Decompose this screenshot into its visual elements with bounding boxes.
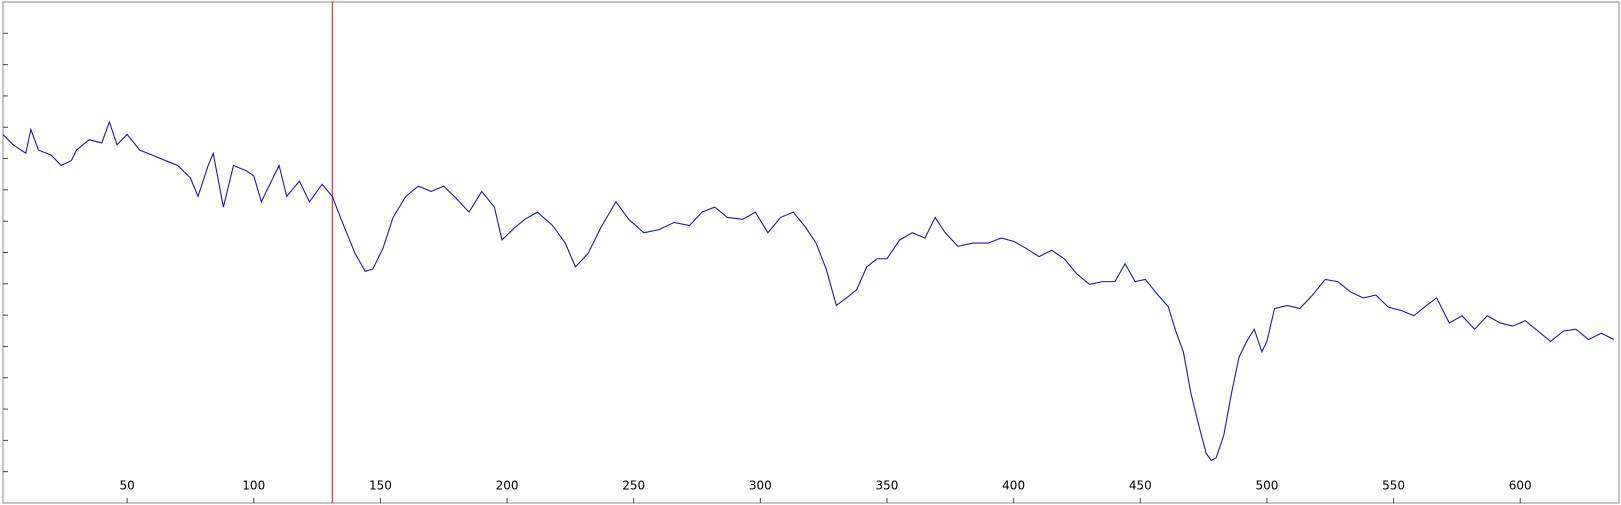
x-tick-label: 100 bbox=[242, 479, 265, 493]
x-tick-label: 50 bbox=[119, 479, 134, 493]
x-tick-label: 250 bbox=[622, 479, 645, 493]
x-tick-label: 500 bbox=[1255, 479, 1278, 493]
x-tick-label: 550 bbox=[1382, 479, 1405, 493]
x-tick-label: 200 bbox=[496, 479, 519, 493]
spectrum-line bbox=[2, 120, 1615, 462]
x-tick-label: 600 bbox=[1509, 479, 1532, 493]
x-tick-label: 350 bbox=[876, 479, 899, 493]
x-tick-label: 300 bbox=[749, 479, 772, 493]
x-tick-label: 150 bbox=[369, 479, 392, 493]
x-tick-label: 400 bbox=[1002, 479, 1025, 493]
x-tick-label: 450 bbox=[1129, 479, 1152, 493]
